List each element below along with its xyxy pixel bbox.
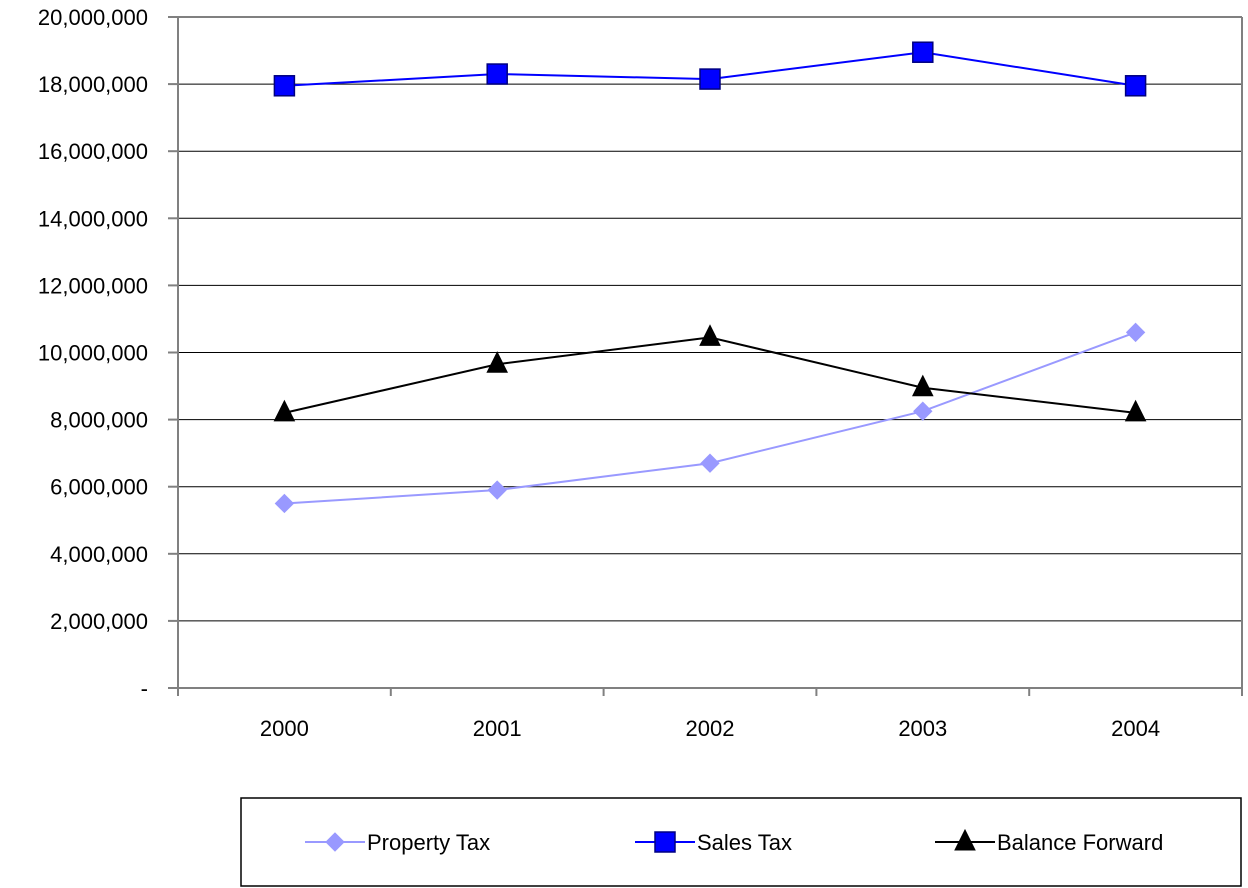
legend-marker <box>654 831 676 853</box>
y-tick-label: 2,000,000 <box>50 609 148 634</box>
data-point <box>699 324 721 346</box>
data-point <box>913 401 933 421</box>
data-point <box>700 453 720 473</box>
x-axis-ticks: 2000 2001 2002 2003 2004 <box>177 688 1243 741</box>
legend-entry: Balance Forward <box>935 828 1163 855</box>
legend-box <box>240 797 1242 887</box>
series-sales-tax <box>273 41 1147 97</box>
y-tick-label: 10,000,000 <box>38 341 148 366</box>
y-tick-label: 14,000,000 <box>38 206 148 231</box>
plot-area: - 2,000,000 4,000,000 6,000,000 8,000,000 10,… <box>38 5 1243 741</box>
series-property-tax <box>274 322 1146 514</box>
data-point <box>486 351 509 373</box>
data-point <box>486 63 508 85</box>
y-tick-label: 8,000,000 <box>50 408 148 433</box>
x-tick-label: 2000 <box>260 716 309 741</box>
y-tick-label: 4,000,000 <box>50 542 148 567</box>
legend-entries: Property Tax Sales Tax Balance Forward <box>305 828 1163 855</box>
data-point <box>273 75 296 97</box>
y-tick-label: 18,000,000 <box>38 72 148 97</box>
legend-marker <box>954 828 976 851</box>
legend-label: Balance Forward <box>997 830 1163 855</box>
y-tick-label: 6,000,000 <box>50 475 148 500</box>
x-tick-label: 2004 <box>1111 716 1160 741</box>
legend-label: Property Tax <box>367 830 490 855</box>
data-point <box>487 480 507 500</box>
x-tick-label: 2003 <box>898 716 947 741</box>
legend-entry: Sales Tax <box>635 830 792 855</box>
legend-entry: Property Tax <box>305 830 490 855</box>
data-point <box>1124 75 1147 97</box>
data-point <box>274 493 295 514</box>
gridlines <box>178 83 1242 622</box>
legend-label: Sales Tax <box>697 830 792 855</box>
legend-marker <box>325 832 345 852</box>
y-tick-label: 16,000,000 <box>38 139 148 164</box>
y-tick-label: - <box>141 676 148 701</box>
legend: Property Tax Sales Tax Balance Forward <box>240 797 1242 887</box>
y-tick-label: 20,000,000 <box>38 5 148 30</box>
x-tick-label: 2002 <box>686 716 735 741</box>
data-point <box>1125 322 1146 343</box>
data-point <box>1124 399 1147 422</box>
data-point <box>699 68 721 90</box>
series-balance-forward <box>273 324 1147 422</box>
y-axis-ticks: - 2,000,000 4,000,000 6,000,000 8,000,000 10,… <box>38 5 178 701</box>
x-tick-label: 2001 <box>473 716 522 741</box>
data-point <box>912 41 934 63</box>
series-layer <box>273 41 1147 514</box>
data-point <box>911 374 934 397</box>
data-point <box>273 399 296 422</box>
y-tick-label: 12,000,000 <box>38 273 148 298</box>
